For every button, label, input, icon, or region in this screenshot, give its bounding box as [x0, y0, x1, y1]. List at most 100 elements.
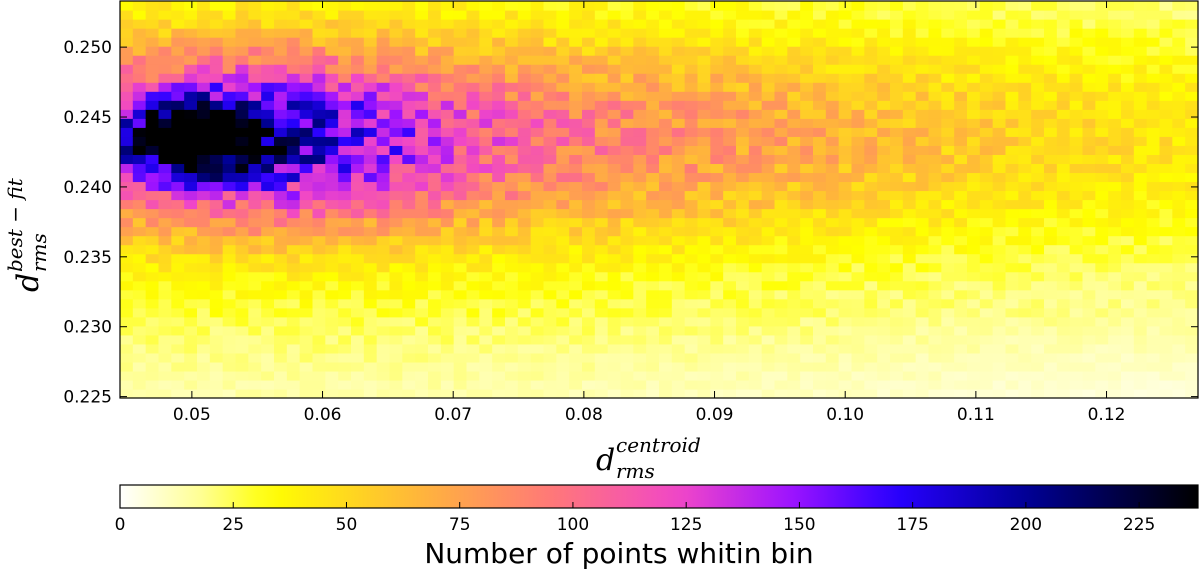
heatmap-cell	[543, 352, 557, 363]
heatmap-cell	[928, 64, 942, 74]
heatmap-cell	[440, 334, 455, 345]
heatmap-cell	[915, 154, 930, 165]
heatmap-cell	[851, 64, 865, 74]
heatmap-cell	[1172, 82, 1186, 92]
heatmap-cell	[979, 280, 994, 291]
heatmap-cell	[761, 136, 776, 146]
heatmap-cell	[556, 82, 570, 92]
heatmap-cell	[825, 181, 840, 192]
heatmap-cell	[633, 28, 647, 38]
heatmap-cell	[736, 109, 750, 119]
heatmap-cell	[813, 109, 827, 119]
heatmap-cell	[492, 253, 506, 264]
heatmap-cell	[402, 82, 416, 92]
heatmap-cell	[261, 244, 275, 255]
heatmap-cell	[697, 361, 711, 372]
heatmap-cell	[261, 271, 275, 282]
heatmap-cell	[543, 289, 557, 300]
heatmap-cell	[1044, 1, 1058, 11]
heatmap-cell	[646, 28, 660, 38]
heatmap-cell	[338, 280, 352, 291]
heatmap-cell	[594, 280, 609, 291]
heatmap-cell	[351, 280, 365, 291]
heatmap-cell	[633, 100, 647, 110]
heatmap-cell	[684, 379, 699, 390]
heatmap-cell	[723, 19, 737, 29]
heatmap-cell	[389, 262, 403, 273]
heatmap-cell	[864, 181, 878, 192]
heatmap-cell	[864, 55, 878, 65]
heatmap-cell	[1082, 10, 1096, 20]
heatmap-cell	[1005, 100, 1019, 110]
heatmap-cell	[710, 190, 724, 201]
heatmap-cell	[1159, 91, 1173, 101]
x-tick-label: 0.10	[826, 405, 864, 425]
heatmap-cell	[428, 154, 442, 165]
heatmap-cell	[1069, 289, 1084, 300]
heatmap-cell	[492, 37, 506, 47]
heatmap-cell	[992, 91, 1007, 101]
heatmap-cell	[158, 154, 172, 165]
heatmap-cell	[248, 190, 262, 201]
heatmap-cell	[376, 109, 391, 119]
heatmap-cell	[748, 235, 763, 246]
heatmap-cell	[800, 289, 814, 300]
heatmap-cell	[723, 46, 737, 56]
heatmap-cell	[440, 64, 455, 74]
heatmap-cell	[389, 307, 403, 318]
heatmap-cell	[325, 46, 339, 56]
heatmap-cell	[890, 244, 904, 255]
heatmap-cell	[1185, 343, 1199, 354]
heatmap-cell	[363, 100, 378, 110]
heatmap-cell	[1185, 190, 1199, 201]
heatmap-cell	[1185, 361, 1199, 372]
heatmap-cell	[1185, 262, 1199, 273]
heatmap-cell	[261, 19, 275, 29]
heatmap-cell	[877, 73, 891, 83]
heatmap-cell	[197, 307, 211, 318]
heatmap-cell	[1108, 91, 1122, 101]
heatmap-cell	[761, 118, 776, 128]
heatmap-cell	[1069, 379, 1084, 390]
heatmap-cell	[1133, 271, 1148, 282]
heatmap-cell	[222, 91, 237, 101]
heatmap-cell	[864, 244, 878, 255]
heatmap-cell	[338, 253, 352, 264]
heatmap-cell	[286, 82, 301, 92]
heatmap-cell	[646, 190, 660, 201]
heatmap-cell	[197, 370, 211, 381]
heatmap-cell	[594, 334, 609, 345]
heatmap-cell	[197, 235, 211, 246]
heatmap-cell	[569, 154, 583, 165]
heatmap-cell	[132, 208, 147, 219]
heatmap-cell	[209, 316, 224, 327]
heatmap-cell	[415, 208, 429, 219]
heatmap-cell	[120, 154, 134, 165]
heatmap-cell	[723, 379, 737, 390]
heatmap-cell	[1185, 172, 1199, 183]
heatmap-cell	[1146, 244, 1161, 255]
heatmap-cell	[851, 181, 865, 192]
heatmap-cell	[851, 55, 865, 65]
heatmap-cell	[825, 352, 840, 363]
heatmap-cell	[902, 280, 917, 291]
heatmap-cell	[1031, 100, 1045, 110]
heatmap-cell	[1018, 145, 1032, 155]
heatmap-cell	[646, 361, 660, 372]
heatmap-cell	[453, 37, 468, 47]
heatmap-cell	[402, 343, 416, 354]
heatmap-cell	[607, 163, 622, 174]
heatmap-cell	[813, 379, 827, 390]
heatmap-cell	[787, 235, 801, 246]
heatmap-cell	[517, 73, 532, 83]
heatmap-cell	[530, 280, 545, 291]
heatmap-cell	[1069, 109, 1084, 119]
heatmap-cell	[569, 37, 583, 47]
heatmap-cell	[197, 109, 211, 119]
heatmap-cell	[184, 190, 198, 201]
heatmap-cell	[684, 280, 699, 291]
heatmap-cell	[877, 46, 891, 56]
heatmap-cell	[877, 388, 891, 399]
heatmap-cell	[376, 298, 391, 309]
heatmap-cell	[710, 199, 724, 210]
